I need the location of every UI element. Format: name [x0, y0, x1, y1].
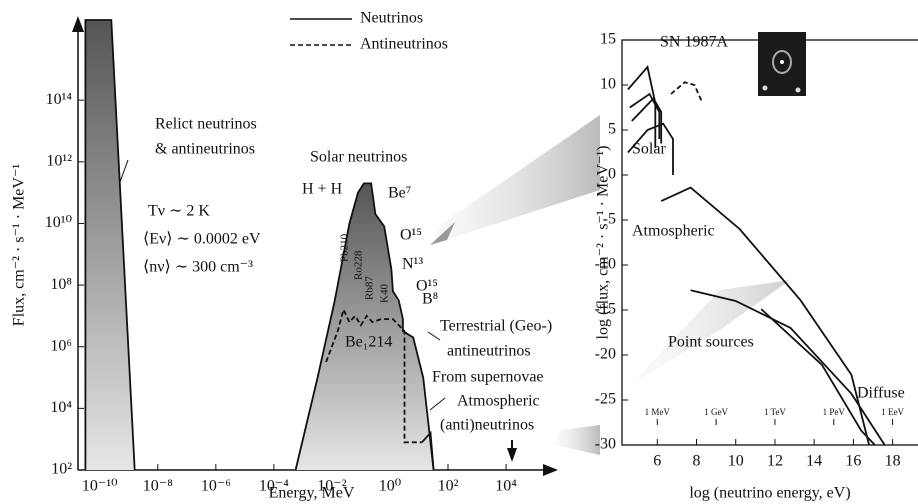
- annotation: N¹³: [402, 256, 423, 273]
- y-tick-label: -25: [595, 391, 616, 408]
- beam-arrow: [430, 115, 600, 245]
- annotation: Atmospheric: [457, 393, 540, 410]
- x-tick-label: 10⁻¹⁰: [82, 478, 118, 495]
- leader-line: [429, 397, 446, 411]
- annotation: Be⁷: [388, 185, 411, 202]
- x-tick-label: 10⁻⁸: [143, 478, 173, 495]
- beam-arrow: [555, 425, 600, 455]
- x-axis-label: Energy, MeV: [269, 485, 355, 502]
- energy-tick-label: 1 EeV: [881, 407, 904, 417]
- beam-arrow: [630, 280, 790, 385]
- annotation: Ro228: [353, 250, 365, 280]
- energy-tick-label: 1 PeV: [823, 407, 846, 417]
- annotation: Tν ∼ 2 K: [148, 203, 210, 220]
- series-line: [631, 97, 663, 144]
- y-tick-label: 0: [608, 166, 616, 183]
- y-tick-label: -15: [595, 301, 616, 318]
- series-line: [690, 289, 886, 446]
- y-tick-label: -10: [595, 256, 616, 273]
- y-tick-label: 10⁶: [50, 337, 72, 354]
- x-tick-label: 8: [693, 453, 701, 470]
- series-line: [294, 182, 435, 471]
- annotation: Pb210: [339, 233, 351, 262]
- energy-tick-label: 1 GeV: [704, 407, 728, 417]
- legend-label: Antineutrinos: [360, 36, 448, 53]
- annotation: B⁸: [422, 291, 438, 308]
- annotation: Diffuse: [857, 385, 905, 402]
- energy-tick-label: 1 MeV: [645, 407, 671, 417]
- series-line: [627, 122, 674, 175]
- y-tick-label: -20: [595, 346, 616, 363]
- annotation: Point sources: [668, 334, 754, 351]
- x-tick-label: 10: [728, 453, 744, 470]
- annotation: ⟨Eν⟩ ∼ 0.0002 eV: [143, 231, 261, 248]
- annotation: H + H: [302, 181, 343, 198]
- y-axis-label: log (flux, cm⁻² · s⁻¹ · MeV⁻¹): [595, 146, 612, 340]
- y-tick-label: 15: [600, 31, 616, 48]
- annotation: Terrestrial (Geo-): [440, 318, 552, 335]
- annotation: From supernovae: [432, 369, 544, 386]
- area: [295, 183, 434, 470]
- star: [762, 85, 768, 91]
- annotation: SN 1987A: [660, 34, 728, 51]
- area: [85, 20, 135, 470]
- x-tick-label: 12: [767, 453, 783, 470]
- axis-arrow: [543, 464, 558, 476]
- star: [795, 87, 801, 93]
- annotation: Rb87: [364, 276, 376, 300]
- x-tick-label: 10⁻⁴: [259, 478, 289, 495]
- annotation: Solar: [632, 141, 666, 158]
- y-tick-label: 10²: [51, 461, 72, 478]
- annotation: Atmospheric: [632, 223, 715, 240]
- series-line: [670, 81, 704, 104]
- y-tick-label: 10¹⁰: [45, 214, 72, 231]
- legend-label: Neutrinos: [360, 10, 423, 27]
- axis-arrow: [72, 16, 84, 32]
- series-line: [627, 65, 657, 148]
- series-line: [421, 430, 435, 471]
- marker-arrow: [507, 448, 517, 462]
- annotation: K40: [379, 284, 391, 303]
- plot-layer: 10⁻¹⁰ 10⁻⁸ 10⁻⁶ 10⁻⁴ 10⁻² 10⁰ 10² 10⁴ 10² 10⁴ 10⁶ 1…: [11, 10, 905, 502]
- y-tick-label: 10: [600, 76, 616, 93]
- y-tick-label: 5: [608, 121, 616, 138]
- leader-line: [119, 159, 129, 183]
- x-tick-label: 18: [885, 453, 901, 470]
- annotation: Be₁214: [345, 334, 392, 351]
- x-tick-label: 10⁻²: [317, 478, 346, 495]
- sn-ring: [772, 50, 792, 74]
- annotation: (anti)neutrinos: [440, 417, 534, 434]
- x-tick-label: 10⁴: [495, 478, 517, 495]
- star: [780, 60, 784, 64]
- annotation: O¹⁵: [400, 227, 422, 244]
- annotation: Relict neutrinos: [155, 116, 257, 133]
- annotation: O¹⁵: [416, 278, 438, 295]
- series-line: [660, 186, 870, 446]
- arrow-head: [430, 222, 455, 245]
- energy-tick-label: 1 TeV: [764, 407, 786, 417]
- annotation: & antineutrinos: [155, 141, 255, 158]
- x-axis-label: log (neutrino energy, eV): [689, 485, 850, 502]
- series-line: [760, 308, 876, 446]
- y-tick-label: 10⁸: [50, 276, 72, 293]
- annotation: Solar neutrinos: [310, 149, 407, 166]
- y-axis-label: Flux, cm⁻² · s⁻¹ · MeV⁻¹: [11, 164, 28, 327]
- x-tick-label: 6: [653, 453, 661, 470]
- x-tick-label: 14: [806, 453, 822, 470]
- y-tick-label: -5: [603, 211, 616, 228]
- y-tick-label: 10⁴: [50, 399, 72, 416]
- annotation: antineutrinos: [447, 343, 531, 360]
- series-line: [84, 19, 136, 471]
- y-tick-label: 10¹²: [46, 152, 72, 169]
- series-line: [325, 306, 422, 444]
- annotation: ⟨nν⟩ ∼ 300 cm⁻³: [143, 259, 253, 276]
- y-tick-label: 10¹⁴: [46, 91, 73, 108]
- x-tick-label: 16: [845, 453, 861, 470]
- leader-line: [427, 331, 441, 341]
- x-tick-label: 10⁻⁶: [201, 478, 231, 495]
- y-tick-label: -30: [595, 436, 616, 453]
- x-tick-label: 10²: [438, 478, 459, 495]
- x-tick-label: 10⁰: [379, 478, 401, 495]
